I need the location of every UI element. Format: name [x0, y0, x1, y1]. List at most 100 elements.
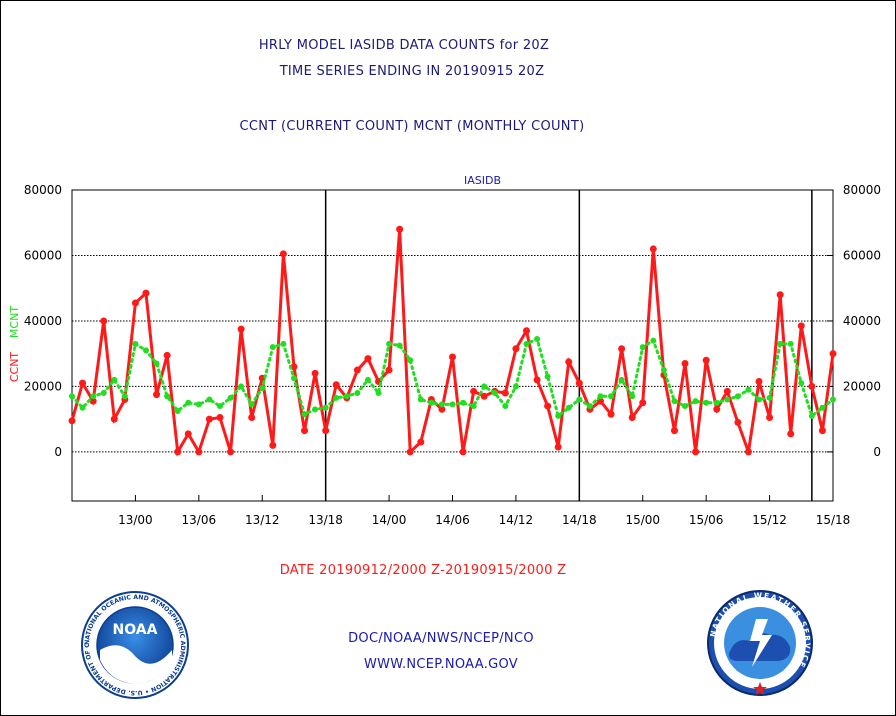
- data-point-ccnt: [829, 350, 837, 358]
- data-point-mcnt: [660, 367, 667, 374]
- data-point-ccnt: [713, 405, 721, 413]
- y-axis-label-ccnt: CCNT: [8, 352, 21, 383]
- data-point-mcnt: [259, 385, 266, 392]
- data-point-mcnt: [248, 401, 255, 408]
- x-tick-label: 13/06: [182, 513, 217, 527]
- data-point-ccnt: [501, 389, 509, 397]
- data-point-mcnt: [216, 403, 223, 410]
- chart-title-line1: HRLY MODEL IASIDB DATA COUNTS for 20Z: [258, 38, 550, 53]
- data-point-mcnt: [407, 357, 414, 364]
- data-point-mcnt: [544, 373, 551, 380]
- data-point-mcnt: [713, 399, 720, 406]
- data-point-ccnt: [237, 325, 245, 333]
- data-point-mcnt: [428, 399, 435, 406]
- data-point-ccnt: [734, 418, 742, 426]
- data-point-mcnt: [333, 394, 340, 401]
- chart-subtitle: CCNT (CURRENT COUNT) MCNT (MONTHLY COUNT…: [239, 119, 585, 134]
- data-point-ccnt: [396, 225, 404, 233]
- data-point-ccnt: [216, 414, 224, 422]
- nws-star-icon: [753, 682, 767, 695]
- data-point-mcnt: [777, 340, 784, 347]
- data-point-mcnt: [491, 389, 498, 396]
- data-point-mcnt: [174, 407, 181, 414]
- x-tick-label: 15/12: [752, 513, 787, 527]
- x-tick-label: 13/12: [245, 513, 280, 527]
- data-point-mcnt: [90, 393, 97, 400]
- data-point-ccnt: [195, 448, 203, 456]
- data-point-ccnt: [512, 345, 520, 353]
- x-tick-label: 15/06: [689, 513, 724, 527]
- data-point-mcnt: [164, 393, 171, 400]
- data-point-ccnt: [364, 355, 372, 363]
- x-tick-label: 14/12: [499, 513, 534, 527]
- data-point-ccnt: [776, 291, 784, 299]
- data-point-mcnt: [502, 403, 509, 410]
- data-point-ccnt: [702, 356, 710, 364]
- data-point-mcnt: [449, 401, 456, 408]
- data-point-ccnt: [89, 397, 97, 405]
- data-point-mcnt: [396, 342, 403, 349]
- data-point-mcnt: [417, 396, 424, 403]
- data-point-ccnt: [808, 382, 816, 390]
- data-point-mcnt: [555, 412, 562, 419]
- data-point-ccnt: [279, 250, 287, 258]
- y-tick-label-left: 40000: [24, 314, 62, 328]
- data-point-ccnt: [131, 299, 139, 307]
- data-point-ccnt: [681, 360, 689, 368]
- y-tick-label-left: 0: [54, 445, 62, 459]
- data-point-mcnt: [301, 411, 308, 418]
- data-point-mcnt: [354, 389, 361, 396]
- data-point-mcnt: [481, 383, 488, 390]
- data-point-mcnt: [375, 389, 382, 396]
- data-point-ccnt: [544, 402, 552, 410]
- data-point-ccnt: [248, 414, 256, 422]
- data-point-mcnt: [586, 403, 593, 410]
- url-link[interactable]: WWW.NCEP.NOAA.GOV: [363, 657, 519, 672]
- data-point-ccnt: [438, 405, 446, 413]
- data-point-ccnt: [787, 430, 795, 438]
- org-label[interactable]: DOC/NOAA/NWS/NCEP/NCO: [348, 631, 534, 646]
- data-point-mcnt: [185, 399, 192, 406]
- data-point-ccnt: [755, 378, 763, 386]
- data-point-ccnt: [322, 427, 330, 435]
- data-point-mcnt: [703, 399, 710, 406]
- data-point-mcnt: [280, 340, 287, 347]
- data-point-mcnt: [576, 396, 583, 403]
- data-point-ccnt: [459, 448, 467, 456]
- data-point-ccnt: [311, 369, 319, 377]
- x-tick-label: 13/18: [308, 513, 343, 527]
- nws-lightning-icon: [750, 619, 772, 667]
- data-point-mcnt: [238, 383, 245, 390]
- data-point-mcnt: [745, 386, 752, 393]
- data-point-mcnt: [692, 398, 699, 405]
- data-point-mcnt: [438, 401, 445, 408]
- x-tick-label: 14/18: [562, 513, 597, 527]
- data-point-ccnt: [522, 327, 530, 335]
- data-point-mcnt: [460, 399, 467, 406]
- data-point-ccnt: [301, 427, 309, 435]
- date-range-label: DATE 20190912/2000 Z-20190915/2000 Z: [279, 563, 567, 578]
- data-point-mcnt: [534, 335, 541, 342]
- data-point-mcnt: [787, 340, 794, 347]
- data-point-mcnt: [111, 376, 118, 383]
- data-point-ccnt: [766, 414, 774, 422]
- data-point-ccnt: [174, 448, 182, 456]
- data-point-mcnt: [132, 340, 139, 347]
- chart-title-line2: TIME SERIES ENDING IN 20190915 20Z: [279, 64, 545, 79]
- y-tick-label-left: 80000: [24, 183, 62, 197]
- data-point-mcnt: [206, 396, 213, 403]
- data-point-ccnt: [628, 414, 636, 422]
- data-point-mcnt: [153, 360, 160, 367]
- data-point-mcnt: [830, 396, 836, 403]
- data-point-ccnt: [385, 366, 393, 374]
- data-point-ccnt: [670, 427, 678, 435]
- data-point-mcnt: [682, 403, 689, 410]
- data-point-mcnt: [269, 344, 276, 351]
- data-point-ccnt: [818, 427, 826, 435]
- y-tick-label-right: 80000: [843, 183, 881, 197]
- data-point-mcnt: [322, 404, 329, 411]
- x-tick-label: 14/06: [435, 513, 470, 527]
- data-point-ccnt: [639, 399, 647, 407]
- nws-logo: NATIONAL WEATHER SERVICE: [707, 590, 813, 696]
